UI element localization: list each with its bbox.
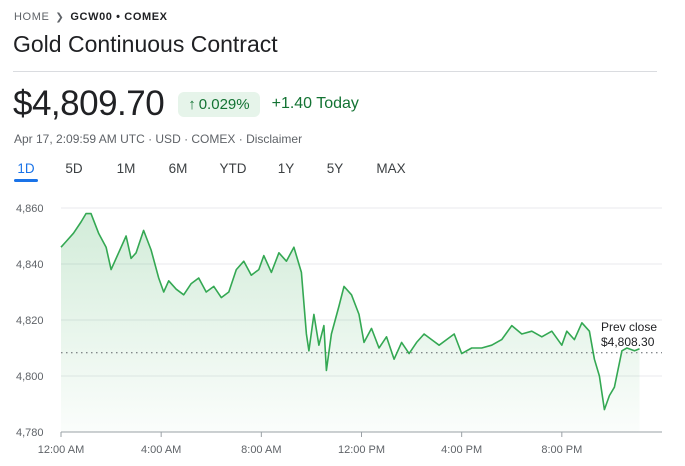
y-tick-label: 4,860 [16, 203, 44, 215]
price-area-fill [61, 213, 640, 432]
timeframe-tabs: 1D 5D 1M 6M YTD 1Y 5Y MAX [14, 159, 407, 182]
change-percent-badge: ↑ 0.029% [178, 91, 260, 117]
x-tick-label: 4:00 AM [141, 444, 181, 456]
y-tick-label: 4,780 [16, 427, 44, 439]
price-meta-text: Apr 17, 2:09:59 AM UTC · USD · COMEX · [14, 132, 247, 146]
x-axis: 12:00 AM 4:00 AM 8:00 AM 12:00 PM 4:00 PM 8:0… [38, 431, 662, 456]
price-chart[interactable]: 4,860 4,840 4,820 4,800 4,780 12:00 AM 4:00 A… [0, 190, 685, 466]
breadcrumb-home-link[interactable]: HOME [14, 11, 50, 23]
tab-max[interactable]: MAX [376, 161, 406, 176]
x-tick-label: 12:00 AM [38, 444, 84, 456]
tab-5d[interactable]: 5D [65, 161, 83, 176]
disclaimer-link[interactable]: Disclaimer [246, 132, 303, 146]
tab-5y[interactable]: 5Y [326, 161, 344, 176]
current-price: $4,809.70 [13, 84, 165, 123]
price-meta: Apr 17, 2:09:59 AM UTC · USD · COMEX · D… [14, 132, 302, 146]
header-divider [13, 71, 657, 72]
tab-6m[interactable]: 6M [168, 161, 188, 176]
price-line [60, 212, 640, 411]
y-tick-label: 4,820 [16, 315, 44, 327]
arrow-up-icon: ↑ [188, 95, 196, 113]
tab-1d[interactable]: 1D [14, 159, 38, 182]
y-axis-labels: 4,860 4,840 4,820 4,800 4,780 [16, 203, 44, 439]
tab-1m[interactable]: 1M [116, 161, 136, 176]
breadcrumb-ticker: GCW00 • COMEX [70, 11, 168, 23]
prev-close-value: $4,808.30 [601, 335, 655, 349]
breadcrumb: HOME ❯ GCW00 • COMEX [14, 11, 168, 23]
change-percent-value: 0.029% [198, 95, 250, 113]
x-tick-label: 4:00 PM [441, 444, 482, 456]
change-today: +1.40 Today [271, 95, 359, 112]
tab-1y[interactable]: 1Y [277, 161, 295, 176]
price-row: $4,809.70 ↑ 0.029% +1.40 Today [13, 84, 359, 124]
prev-close-label: Prev close [601, 320, 657, 334]
y-tick-label: 4,840 [16, 259, 44, 271]
chevron-right-icon: ❯ [55, 11, 65, 23]
x-tick-label: 8:00 PM [541, 444, 582, 456]
y-tick-label: 4,800 [16, 371, 44, 383]
page-title: Gold Continuous Contract [13, 31, 278, 57]
x-tick-label: 12:00 PM [338, 444, 385, 456]
x-tick-label: 8:00 AM [241, 444, 281, 456]
tab-ytd[interactable]: YTD [219, 161, 247, 176]
